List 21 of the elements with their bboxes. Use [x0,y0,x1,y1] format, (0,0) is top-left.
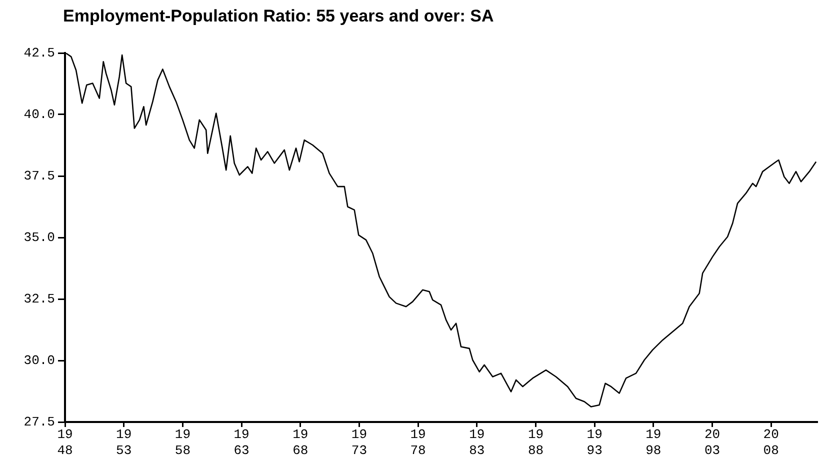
x-tick-label: 2008 [763,427,779,458]
x-tick-label: 1968 [292,427,308,458]
y-tick-label: 27.5 [24,414,55,430]
x-tick-label: 1998 [646,427,662,458]
x-tick-label: 1978 [410,427,426,458]
x-tick-label: 1958 [174,427,190,458]
x-tick-label: 1988 [528,427,544,458]
chart-title: Employment-Population Ratio: 55 years and over: SA [63,6,494,26]
y-tick-label: 35.0 [24,230,55,245]
x-tick-label: 1973 [351,427,368,458]
x-tick-label: 1993 [586,427,602,458]
y-tick-label: 32.5 [24,291,55,306]
x-tick-label: 1948 [57,427,73,458]
x-tick-label: 1963 [234,427,250,458]
x-tick-label: 1953 [116,427,132,458]
y-tick-label: 42.5 [24,45,55,60]
y-tick-label: 37.5 [24,168,55,184]
x-tick-label: 1983 [469,427,485,458]
y-tick-label: 40.0 [24,106,55,122]
x-tick-label: 2003 [704,427,720,458]
y-tick-label: 30.0 [24,352,55,368]
